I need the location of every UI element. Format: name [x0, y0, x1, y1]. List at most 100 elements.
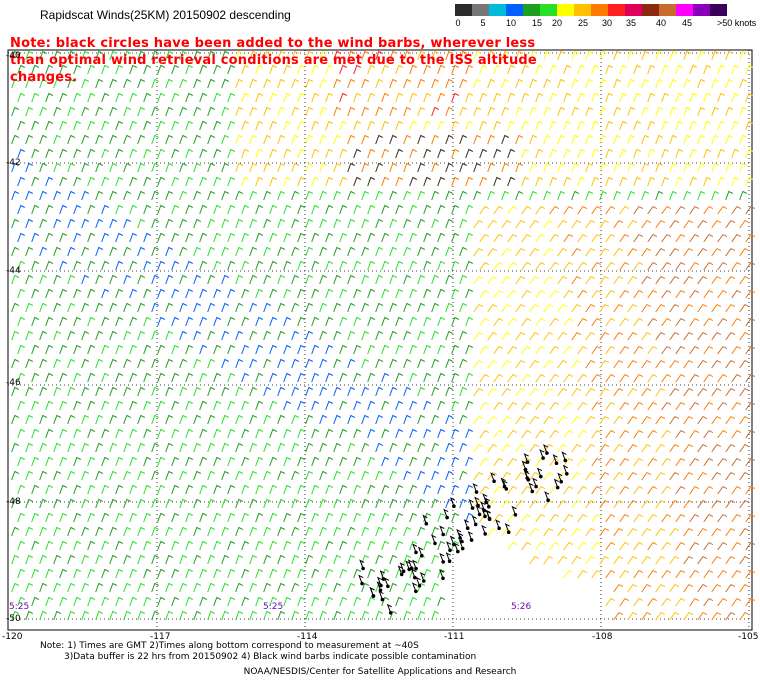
wind-barb — [725, 303, 736, 313]
wind-barb — [459, 470, 468, 481]
wind-barb — [613, 471, 624, 481]
wind-barb — [739, 331, 750, 341]
wind-barb — [633, 429, 644, 439]
wind-barb — [445, 190, 454, 201]
wind-barb — [157, 428, 166, 439]
wind-barb — [39, 106, 48, 117]
wind-barb — [501, 190, 510, 201]
wind-barb — [739, 359, 750, 369]
wind-barb — [325, 428, 334, 439]
wind-barb — [297, 456, 306, 467]
wind-barb — [291, 162, 300, 173]
wind-barb — [297, 120, 306, 131]
wind-barb — [507, 485, 518, 495]
wind-barb — [417, 218, 426, 229]
wind-barb — [605, 597, 616, 607]
wind-barb — [25, 106, 34, 117]
wind-barb — [725, 499, 736, 509]
wind-barb — [227, 288, 236, 299]
wind-barb — [501, 471, 512, 481]
contaminated-barb — [453, 542, 460, 552]
wind-barb — [451, 344, 460, 355]
wind-barb — [493, 261, 504, 271]
wind-barb — [213, 64, 222, 75]
wind-barb — [389, 246, 398, 257]
wind-barb — [269, 148, 278, 159]
wind-barb — [717, 233, 728, 243]
wind-barb — [549, 261, 560, 271]
wind-barb — [269, 568, 278, 579]
contaminated-barb — [411, 582, 418, 592]
wind-barb — [493, 120, 502, 131]
wind-barb — [655, 555, 666, 565]
wind-barb — [25, 274, 34, 285]
wind-barb — [487, 275, 498, 285]
wind-barb — [697, 106, 706, 117]
wind-barb — [87, 428, 96, 439]
wind-barb — [143, 372, 152, 383]
wind-barb — [683, 471, 694, 481]
wind-barb — [697, 583, 708, 593]
wind-barb — [45, 176, 54, 187]
wind-barb — [95, 526, 104, 537]
wind-barb — [137, 162, 146, 173]
wind-barb — [353, 176, 362, 187]
wind-barb — [739, 106, 748, 117]
lat-label-44: -44 — [6, 266, 21, 276]
wind-barb — [193, 386, 202, 397]
wind-barb — [185, 260, 194, 271]
wind-barb — [277, 526, 286, 537]
legend-color-bar — [455, 4, 727, 16]
wind-barb — [353, 596, 362, 607]
wind-barb — [529, 555, 540, 565]
wind-barb — [255, 456, 264, 467]
wind-barb — [347, 414, 356, 425]
wind-barb — [389, 498, 398, 509]
wind-barb — [703, 429, 714, 439]
wind-barb — [311, 92, 320, 103]
wind-barb — [375, 106, 384, 117]
wind-barb — [599, 443, 610, 453]
wind-barb — [459, 246, 468, 257]
wind-barb — [165, 386, 174, 397]
wind-barb — [571, 78, 580, 89]
wind-barb — [613, 78, 622, 89]
contaminated-barb — [457, 532, 464, 542]
wind-barb — [87, 204, 96, 215]
wind-barb — [731, 373, 742, 383]
wind-barb — [263, 330, 272, 341]
wind-barb — [311, 176, 320, 187]
wind-barb — [501, 247, 512, 257]
wind-barb — [431, 442, 440, 453]
wind-barb — [535, 485, 546, 495]
wind-barb — [739, 499, 750, 509]
contaminated-barb — [439, 569, 445, 579]
wind-barb — [711, 387, 722, 397]
wind-barb — [535, 261, 546, 271]
wind-barb — [25, 78, 34, 89]
wind-barb — [697, 443, 708, 453]
wind-barb — [711, 555, 722, 565]
wind-barb — [479, 120, 488, 131]
wind-barb — [437, 484, 446, 495]
wind-barb — [591, 92, 600, 103]
wind-barb — [213, 568, 222, 579]
wind-barb — [711, 78, 720, 89]
wind-barb — [613, 359, 624, 369]
wind-barb — [479, 373, 490, 383]
wind-barb — [591, 205, 602, 215]
wind-barb — [109, 162, 118, 173]
contaminated-barb — [482, 493, 488, 503]
wind-barb — [255, 64, 264, 75]
wind-barb — [479, 429, 490, 439]
wind-barb — [375, 246, 384, 257]
wind-barb — [459, 162, 468, 173]
wind-barb — [367, 484, 376, 495]
wind-barb — [115, 176, 124, 187]
wind-barb — [269, 512, 278, 523]
wind-barb — [381, 596, 390, 607]
wind-barb — [67, 526, 76, 537]
wind-barb — [473, 499, 484, 509]
wind-barb — [389, 162, 398, 173]
wind-barb — [53, 554, 62, 565]
